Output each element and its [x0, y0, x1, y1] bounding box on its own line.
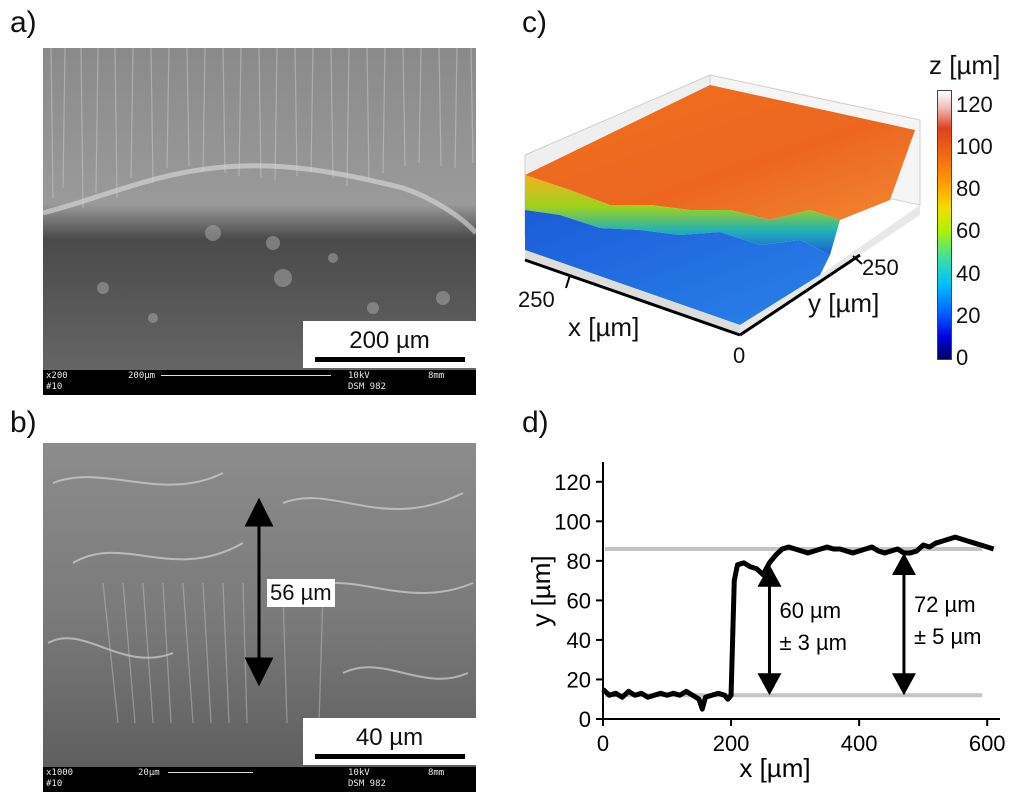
- c-x-axis-label: x [µm]: [568, 312, 640, 342]
- y-tick-label: 20: [567, 667, 591, 692]
- colorbar-title: z [µm]: [929, 50, 1001, 80]
- x-tick-label: 400: [841, 731, 878, 756]
- c-x-tick-250: 250: [518, 287, 555, 312]
- annotation-text: ± 3 µm: [779, 630, 847, 655]
- panel-c-label: c): [522, 6, 547, 39]
- info-line-a: [161, 375, 331, 376]
- scale-box-a: 200 µm: [303, 321, 476, 368]
- annotation-arrow-head: [757, 673, 782, 696]
- x-tick-label: 0: [597, 731, 609, 756]
- y-tick-label: 100: [554, 509, 591, 534]
- info-wd-a: 8mm: [428, 371, 445, 381]
- x-tick-label: 600: [969, 731, 1006, 756]
- info-bar-a: x200 #10 200µm 10kV DSM 982 8mm: [43, 370, 476, 395]
- colorbar-tick: 40: [956, 260, 981, 286]
- info-sample-a: #10: [46, 382, 63, 392]
- info-line-b: [168, 772, 253, 773]
- info-sample-b: #10: [46, 779, 63, 789]
- panel-b-label: b): [10, 406, 37, 439]
- surface-low-region: [525, 210, 830, 325]
- info-bar-b: x1000 #10 20µm 10kV DSM 982 8mm: [43, 767, 476, 792]
- annotation-arrow-head: [757, 564, 782, 587]
- info-kv-a: 10kV: [348, 371, 370, 381]
- info-wd-b: 8mm: [428, 768, 445, 778]
- colorbar-tick: 60: [956, 218, 981, 244]
- info-bar-len-a: 200µm: [128, 371, 156, 381]
- colorbar-tick: 20: [956, 302, 981, 328]
- measure-text-b: 56 µm: [267, 579, 335, 607]
- scale-bar-a: [315, 357, 465, 362]
- profile-line: [601, 534, 995, 712]
- colorbar-tick: 120: [956, 91, 993, 117]
- sem-image-b: 56 µm 40 µm x1000 #10 20µm 10kV DSM 982 …: [43, 443, 476, 792]
- y-tick-label: 80: [567, 549, 591, 574]
- sem-texture-a: [43, 48, 476, 395]
- info-mag-a: x200: [46, 371, 68, 381]
- surface-3d-view: [524, 74, 921, 337]
- panel-d-label: d): [522, 406, 549, 439]
- info-bar-len-b: 20µm: [138, 768, 160, 778]
- measure-arrow-b: [244, 497, 274, 687]
- colorbar-tick: 0: [956, 345, 969, 370]
- c-origin-tick: 0: [733, 343, 746, 368]
- y-axis-title: y [µm]: [530, 555, 556, 626]
- annotation-text: 60 µm: [779, 598, 841, 623]
- x-tick-label: 200: [713, 731, 750, 756]
- panel-a-label: a): [10, 6, 37, 39]
- scale-box-b: 40 µm: [303, 718, 476, 765]
- scale-bar-b: [315, 754, 465, 759]
- c-y-tick-250: 250: [862, 255, 899, 280]
- y-tick-label: 40: [567, 628, 591, 653]
- y-tick-label: 120: [554, 470, 591, 495]
- annotation-arrow-head: [891, 552, 916, 575]
- scale-text-a: 200 µm: [349, 327, 430, 354]
- info-instrument-a: DSM 982: [348, 382, 386, 392]
- scale-text-b: 40 µm: [355, 724, 424, 751]
- y-tick-label: 60: [567, 588, 591, 613]
- annotation-text: 72 µm: [914, 592, 976, 617]
- info-instrument-b: DSM 982: [348, 779, 386, 789]
- y-tick-label: 0: [579, 707, 591, 732]
- profile-chart: 0 200 400 600 0 20 40 60 80 100 120 60 µm ± 3 µm 72 …: [530, 462, 1006, 783]
- colorbar-tick: 100: [956, 133, 993, 159]
- colorbar: [937, 90, 952, 360]
- sem-image-a: 200 µm x200 #10 200µm 10kV DSM 982 8mm: [43, 48, 476, 395]
- colorbar-tick: 80: [956, 176, 981, 202]
- surface-step-edge: [525, 175, 840, 255]
- annotation-text: ± 5 µm: [914, 624, 982, 649]
- info-kv-b: 10kV: [348, 768, 370, 778]
- annotation-arrow-head: [891, 673, 916, 696]
- x-axis-title: x [µm]: [739, 753, 810, 783]
- info-mag-b: x1000: [46, 768, 74, 778]
- c-y-axis-label: y [µm]: [808, 288, 880, 318]
- surface-high-region: [525, 85, 915, 220]
